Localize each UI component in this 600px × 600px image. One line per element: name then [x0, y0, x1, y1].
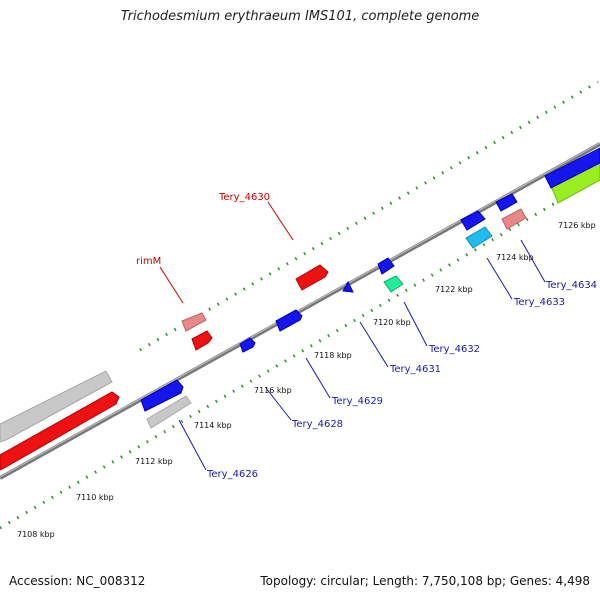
- gene-label-tery-4626[interactable]: Tery_4626: [206, 469, 258, 480]
- gene-label-rimm[interactable]: rimM: [136, 256, 161, 267]
- tick-label-7114: 7114 kbp: [194, 421, 232, 430]
- gene-blue-4631: [342, 280, 354, 293]
- gene-label-tery-4633[interactable]: Tery_4633: [513, 297, 565, 308]
- tick-label-7126: 7126 kbp: [558, 221, 596, 230]
- gene-teal-4632: [383, 275, 404, 293]
- accession-text: Accession: NC_008312: [9, 574, 146, 588]
- gene-blue-4628: [239, 337, 256, 353]
- gene-blue-small-a: [377, 257, 395, 275]
- gene-pink-rimm: [181, 312, 207, 332]
- gene-label-tery-4629[interactable]: Tery_4629: [331, 396, 383, 407]
- tick-label-7120: 7120 kbp: [373, 318, 411, 327]
- gene-blue-large-right: [544, 147, 600, 189]
- gene-gray-small: [146, 395, 192, 429]
- gene-pink-4634: [501, 208, 527, 230]
- outer-tick-track: [139, 80, 599, 352]
- inner-tick-track: [0, 176, 599, 530]
- gene-label-tery-4632[interactable]: Tery_4632: [428, 344, 480, 355]
- tick-label-7122: 7122 kbp: [435, 285, 473, 294]
- gene-label-tery-4630[interactable]: Tery_4630: [218, 192, 270, 203]
- tick-label-7124: 7124 kbp: [496, 253, 534, 262]
- gene-label-tery-4634[interactable]: Tery_4634: [545, 280, 597, 291]
- gene-blue-4626: [140, 379, 184, 412]
- tick-label-7110: 7110 kbp: [76, 493, 114, 502]
- topology-text: Topology: circular; Length: 7,750,108 bp…: [260, 574, 590, 588]
- gene-red-rimm: [191, 330, 213, 351]
- tick-label-7118: 7118 kbp: [314, 351, 352, 360]
- tick-label-7108: 7108 kbp: [17, 530, 55, 539]
- gene-blue-4629: [275, 309, 303, 332]
- gene-label-tery-4631[interactable]: Tery_4631: [389, 364, 441, 375]
- gene-blue-4633-a: [460, 210, 486, 231]
- gene-cyan-4633: [465, 226, 493, 249]
- gene-blue-4634: [495, 193, 518, 212]
- gene-red-4630: [295, 264, 329, 291]
- tick-label-7116: 7116 kbp: [254, 386, 292, 395]
- leader-lines: [159, 201, 546, 471]
- tick-label-7112: 7112 kbp: [135, 457, 173, 466]
- gene-label-tery-4628[interactable]: Tery_4628: [291, 419, 343, 430]
- genome-backbone-highlight: [0, 142, 600, 478]
- gene-red-large: [0, 391, 120, 471]
- gene-gray-large: [0, 370, 113, 443]
- map-title: Trichodesmium erythraeum IMS101, complet…: [120, 9, 480, 24]
